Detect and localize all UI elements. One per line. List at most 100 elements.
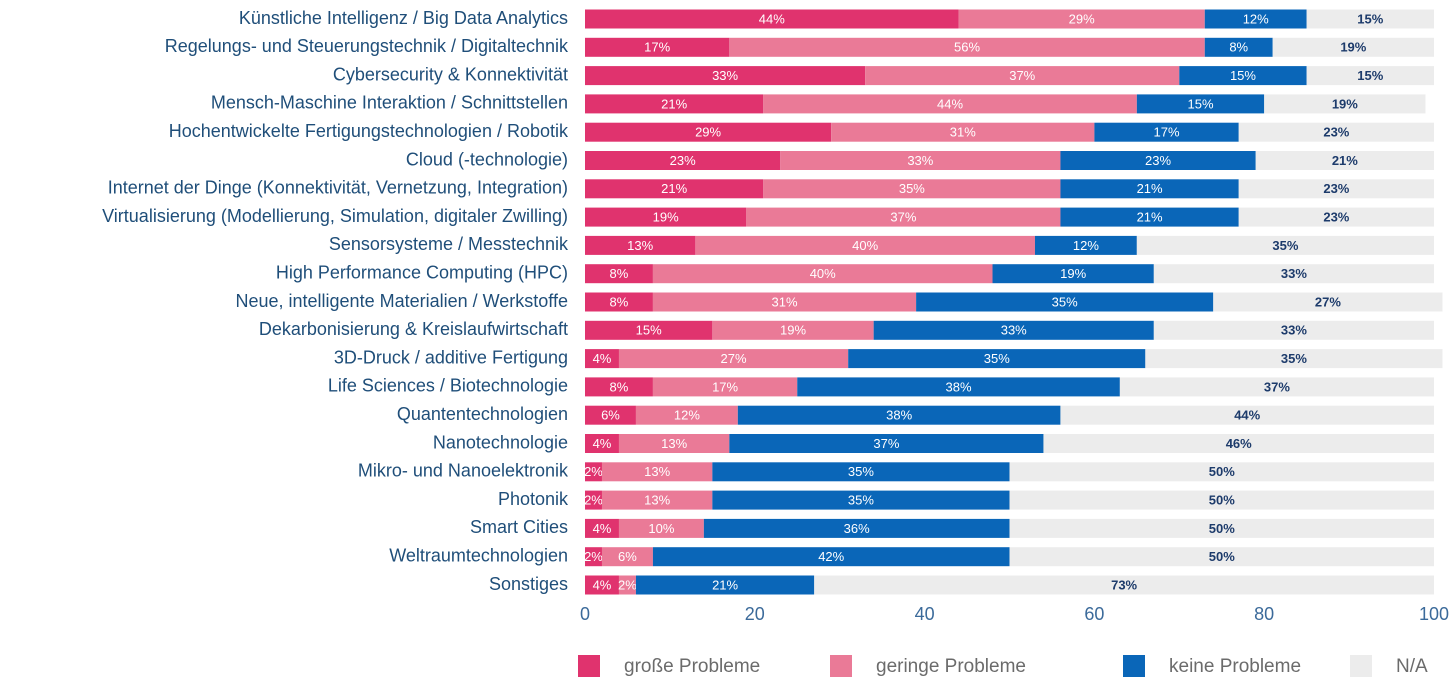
- bar-segment: [737, 405, 1061, 425]
- bar-segment: [652, 292, 917, 312]
- value-label: 13%: [661, 436, 687, 451]
- category-label: Mikro- und Nanoelektronik: [358, 461, 569, 481]
- category-label: Sensorsysteme / Messtechnik: [329, 234, 569, 254]
- category-label: Hochentwickelte Fertigungstechnologien /…: [169, 121, 569, 141]
- value-label: 31%: [771, 294, 797, 309]
- bar-segment: [1145, 349, 1443, 369]
- value-label: 19%: [780, 323, 806, 338]
- bar-segment: [618, 518, 704, 538]
- value-label: 23%: [1323, 181, 1349, 196]
- value-label: 35%: [899, 181, 925, 196]
- bar-segment: [601, 547, 653, 567]
- value-label: 73%: [1111, 577, 1137, 592]
- value-label: 33%: [1281, 266, 1307, 281]
- value-label: 35%: [848, 493, 874, 508]
- legend-swatch: [578, 655, 600, 677]
- category-label: Künstliche Intelligenz / Big Data Analyt…: [239, 8, 568, 28]
- bar-segment: [1213, 292, 1443, 312]
- category-label: Virtualisierung (Modellierung, Simulatio…: [102, 206, 568, 226]
- bar-segment: [635, 405, 738, 425]
- value-label: 12%: [1243, 11, 1269, 26]
- bar-segment: [585, 151, 781, 170]
- value-label: 35%: [1052, 294, 1078, 309]
- category-label: Cybersecurity & Konnektivität: [333, 64, 568, 84]
- value-label: 29%: [695, 125, 721, 140]
- bar-segment: [1306, 9, 1434, 29]
- category-label: Smart Cities: [470, 517, 568, 537]
- x-tick-label: 20: [745, 604, 765, 624]
- bar-segment: [1238, 179, 1434, 199]
- category-label: Internet der Dinge (Konnektivität, Verne…: [108, 178, 568, 198]
- bar-segment: [1060, 405, 1434, 425]
- value-label: 37%: [1009, 68, 1035, 83]
- value-label: 33%: [1001, 323, 1027, 338]
- bar-segment: [1264, 94, 1426, 114]
- bar-segment: [652, 547, 1010, 567]
- value-label: 37%: [1264, 379, 1290, 394]
- bar-segment: [601, 490, 713, 510]
- x-tick-label: 100: [1419, 604, 1449, 624]
- x-tick-label: 80: [1254, 604, 1274, 624]
- value-label: 44%: [1234, 408, 1260, 423]
- bar-segment: [831, 122, 1095, 142]
- bar-segment: [712, 462, 1010, 482]
- bar-segment: [780, 151, 1061, 170]
- bar-segment: [618, 434, 730, 453]
- bar-segment: [585, 518, 619, 538]
- value-label: 23%: [1323, 125, 1349, 140]
- x-tick-label: 60: [1084, 604, 1104, 624]
- bar-segment: [763, 179, 1061, 199]
- value-label: 13%: [627, 238, 653, 253]
- value-label: 2%: [584, 493, 603, 508]
- value-label: 4%: [593, 436, 612, 451]
- value-label: 50%: [1209, 549, 1235, 564]
- value-label: 8%: [1229, 40, 1248, 55]
- value-label: 15%: [1230, 68, 1256, 83]
- value-label: 37%: [873, 436, 899, 451]
- value-label: 46%: [1226, 436, 1252, 451]
- bar-segment: [712, 490, 1010, 510]
- bar-segment: [873, 320, 1154, 340]
- bar-segment: [618, 349, 849, 369]
- value-label: 50%: [1209, 521, 1235, 536]
- bar-segment: [1153, 264, 1434, 284]
- bar-segment: [1153, 320, 1434, 340]
- value-label: 23%: [1323, 210, 1349, 225]
- value-label: 19%: [653, 210, 679, 225]
- value-label: 10%: [648, 521, 674, 536]
- bar-segment: [585, 320, 713, 340]
- bar-segment: [1204, 37, 1273, 57]
- bar-segment: [585, 434, 619, 453]
- bar-segment: [585, 377, 653, 397]
- value-label: 31%: [950, 125, 976, 140]
- bar-segment: [1255, 151, 1434, 170]
- value-label: 4%: [593, 351, 612, 366]
- bar-segment: [585, 9, 959, 29]
- bar-segment: [1179, 66, 1307, 86]
- bar-segment: [1119, 377, 1434, 397]
- value-label: 40%: [852, 238, 878, 253]
- bar-segment: [992, 264, 1154, 284]
- bar-segment: [1136, 235, 1434, 255]
- bar-segment: [585, 462, 602, 482]
- bar-segment: [865, 66, 1180, 86]
- value-label: 56%: [954, 40, 980, 55]
- bar-segment: [916, 292, 1214, 312]
- category-label: 3D-Druck / additive Fertigung: [334, 347, 568, 367]
- value-label: 44%: [937, 96, 963, 111]
- legend-label: geringe Probleme: [876, 656, 1026, 677]
- category-label: Neue, intelligente Materialien / Werksto…: [235, 291, 568, 311]
- value-label: 33%: [1281, 323, 1307, 338]
- value-label: 50%: [1209, 493, 1235, 508]
- legend-label: große Probleme: [624, 656, 760, 677]
- value-label: 35%: [1281, 351, 1307, 366]
- value-label: 17%: [644, 40, 670, 55]
- bar-segment: [585, 207, 747, 227]
- bar-segment: [1238, 122, 1434, 142]
- category-label: Regelungs- und Steuerungstechnik / Digit…: [165, 36, 569, 56]
- category-label: Photonik: [498, 489, 569, 509]
- value-label: 6%: [601, 408, 620, 423]
- value-label: 13%: [644, 464, 670, 479]
- bar-segment: [585, 37, 730, 57]
